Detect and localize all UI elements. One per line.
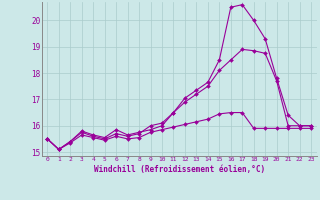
X-axis label: Windchill (Refroidissement éolien,°C): Windchill (Refroidissement éolien,°C) bbox=[94, 165, 265, 174]
